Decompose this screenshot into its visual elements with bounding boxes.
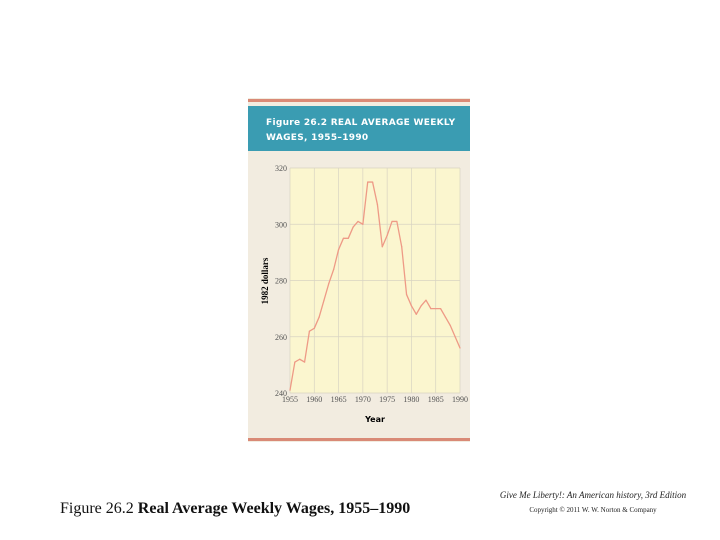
x-tick-labels: 1955 1960 1965 1970 1975 1980 1985 1990 [282, 395, 468, 404]
data-point [391, 220, 393, 223]
data-point [289, 389, 291, 391]
chart-title-line-2: WAGES, 1955–1990 [266, 133, 369, 143]
x-tick-label: 1965 [331, 395, 347, 404]
data-point [459, 347, 461, 349]
data-point [367, 181, 369, 183]
data-point [357, 220, 359, 223]
data-point [396, 220, 398, 223]
data-point [376, 203, 379, 206]
chart-title-band: Figure 26.2 REAL AVERAGE WEEKLY WAGES, 1… [248, 106, 470, 151]
wage-series-line [289, 181, 461, 391]
data-point [342, 237, 345, 239]
data-point [415, 313, 417, 315]
series-points [289, 181, 461, 391]
data-point [401, 246, 403, 248]
top-accent-stripe [248, 99, 470, 102]
data-point [308, 330, 311, 332]
chart-title: Figure 26.2 REAL AVERAGE WEEKLY WAGES, 1… [266, 116, 466, 146]
x-tick-label: 1990 [452, 395, 468, 404]
data-point [328, 282, 330, 284]
copyright-notice: Copyright © 2011 W. W. Norton & Company [529, 506, 657, 514]
y-axis-label: 1982 dollars [260, 257, 270, 304]
data-point [439, 308, 442, 310]
data-point [318, 316, 320, 318]
y-tick-label: 260 [275, 333, 287, 342]
y-tick-label: 300 [275, 220, 287, 229]
data-point [405, 293, 408, 296]
caption-figure-number: Figure 26.2 [60, 500, 138, 517]
data-point [435, 308, 437, 310]
book-credit: Give Me Liberty!: An American history, 3… [499, 490, 687, 500]
x-tick-label: 1970 [355, 395, 371, 404]
data-point [430, 308, 432, 310]
data-point [352, 226, 354, 228]
bottom-accent-stripe [248, 438, 470, 441]
data-point [425, 299, 427, 301]
chart-title-line-1: Figure 26.2 REAL AVERAGE WEEKLY [266, 118, 456, 128]
line-chart: 240 260 280 300 320 1955 1960 1965 1970 1975 1980… [260, 164, 468, 424]
data-point [362, 223, 364, 225]
x-tick-label: 1980 [403, 395, 419, 404]
x-tick-label: 1960 [306, 395, 322, 404]
data-point [444, 316, 447, 318]
data-point [410, 305, 413, 307]
y-tick-label: 320 [275, 164, 287, 173]
x-tick-label: 1955 [282, 395, 298, 404]
slide-caption: Figure 26.2 Real Average Weekly Wages, 1… [60, 500, 410, 518]
data-point [323, 299, 325, 301]
y-tick-label: 280 [275, 277, 287, 286]
data-point [337, 248, 340, 251]
data-point [299, 358, 301, 360]
data-point [347, 237, 349, 239]
data-point [381, 246, 383, 248]
data-point [294, 361, 296, 363]
data-point [303, 361, 306, 363]
data-point [449, 324, 451, 327]
data-point [386, 234, 388, 237]
y-tick-label: 240 [275, 389, 287, 398]
y-tick-labels: 240 260 280 300 320 [275, 164, 287, 398]
data-point [454, 336, 456, 338]
x-axis-label: Year [364, 415, 385, 424]
data-point [313, 327, 315, 329]
gridlines [289, 167, 461, 394]
data-point [420, 305, 422, 307]
x-tick-label: 1975 [379, 395, 395, 404]
caption-title: Real Average Weekly Wages, 1955–1990 [137, 500, 411, 517]
data-point [333, 268, 335, 270]
figure-card: Figure 26.2 REAL AVERAGE WEEKLY WAGES, 1… [248, 98, 470, 442]
x-tick-label: 1985 [428, 395, 444, 404]
data-point [371, 181, 374, 183]
